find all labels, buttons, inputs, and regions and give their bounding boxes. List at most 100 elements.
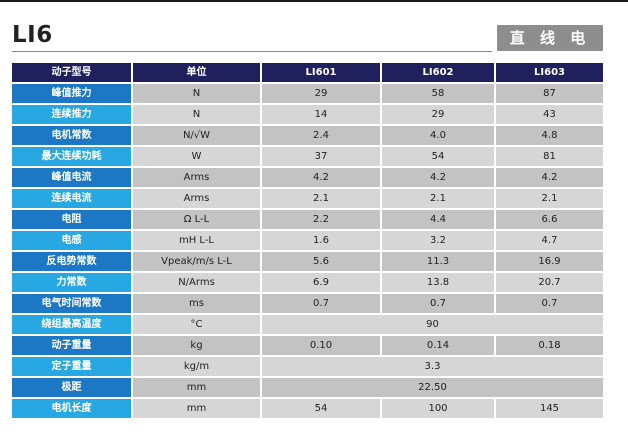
value-cell-li603: 0.18 — [496, 336, 603, 355]
row-label: 极距 — [12, 378, 131, 397]
column-header-li602: LI602 — [382, 63, 494, 82]
value-cell-li602: 54 — [382, 147, 494, 166]
table-row: 电机常数 N/√W 2.4 4.0 4.8 — [12, 126, 603, 145]
row-label: 电气时间常数 — [12, 294, 131, 313]
table-header-row: 动子型号 单位 LI601 LI602 LI603 — [12, 63, 603, 82]
value-cell-li601: 1.6 — [262, 231, 380, 250]
row-label: 力常数 — [12, 273, 131, 292]
value-cell-li603: 4.7 — [496, 231, 603, 250]
value-cell-li603: 81 — [496, 147, 603, 166]
merged-value-cell: 90 — [262, 315, 603, 334]
unit-cell: N/Arms — [133, 273, 260, 292]
table-row: 最大连续功耗 W 37 54 81 — [12, 147, 603, 166]
value-cell-li601: 2.2 — [262, 210, 380, 229]
unit-cell: ms — [133, 294, 260, 313]
unit-cell: mm — [133, 399, 260, 418]
merged-value-cell: 22.50 — [262, 378, 603, 397]
value-cell-li602: 13.8 — [382, 273, 494, 292]
row-label: 绕组最高温度 — [12, 315, 131, 334]
row-label: 反电势常数 — [12, 252, 131, 271]
row-label: 连续电流 — [12, 189, 131, 208]
value-cell-li601: 2.1 — [262, 189, 380, 208]
value-cell-li603: 4.8 — [496, 126, 603, 145]
unit-cell: mH L-L — [133, 231, 260, 250]
row-label: 电阻 — [12, 210, 131, 229]
unit-cell: Vpeak/m/s L-L — [133, 252, 260, 271]
value-cell-li602: 100 — [382, 399, 494, 418]
row-label: 峰值电流 — [12, 168, 131, 187]
value-cell-li603: 145 — [496, 399, 603, 418]
row-label: 电感 — [12, 231, 131, 250]
spec-table: 动子型号 单位 LI601 LI602 LI603 峰值推力 N 29 58 87 连续推… — [12, 63, 603, 420]
value-cell-li601: 37 — [262, 147, 380, 166]
table-row: 电机长度 mm 54 100 145 — [12, 399, 603, 418]
column-header-unit: 单位 — [133, 63, 260, 82]
value-cell-li603: 4.2 — [496, 168, 603, 187]
table-row: 定子重量 kg/m 3.3 — [12, 357, 603, 376]
value-cell-li602: 4.2 — [382, 168, 494, 187]
value-cell-li603: 0.7 — [496, 294, 603, 313]
table-row: 动子重量 kg 0.10 0.14 0.18 — [12, 336, 603, 355]
table-row: 反电势常数 Vpeak/m/s L-L 5.6 11.3 16.9 — [12, 252, 603, 271]
value-cell-li602: 2.1 — [382, 189, 494, 208]
row-label: 连续推力 — [12, 105, 131, 124]
value-cell-li603: 87 — [496, 84, 603, 103]
table-row: 极距 mm 22.50 — [12, 378, 603, 397]
table-row: 峰值推力 N 29 58 87 — [12, 84, 603, 103]
top-rule — [0, 0, 628, 2]
value-cell-li603: 43 — [496, 105, 603, 124]
unit-cell: °C — [133, 315, 260, 334]
unit-cell: N — [133, 84, 260, 103]
table-row: 电阻 Ω L-L 2.2 4.4 6.6 — [12, 210, 603, 229]
value-cell-li603: 16.9 — [496, 252, 603, 271]
value-cell-li601: 0.7 — [262, 294, 380, 313]
table-row: 连续推力 N 14 29 43 — [12, 105, 603, 124]
table-row: 电感 mH L-L 1.6 3.2 4.7 — [12, 231, 603, 250]
value-cell-li601: 6.9 — [262, 273, 380, 292]
unit-cell: kg/m — [133, 357, 260, 376]
table-row: 力常数 N/Arms 6.9 13.8 20.7 — [12, 273, 603, 292]
table-row: 连续电流 Arms 2.1 2.1 2.1 — [12, 189, 603, 208]
row-label: 峰值推力 — [12, 84, 131, 103]
unit-cell: kg — [133, 336, 260, 355]
value-cell-li601: 2.4 — [262, 126, 380, 145]
value-cell-li602: 58 — [382, 84, 494, 103]
column-header-li603: LI603 — [496, 63, 603, 82]
category-badge: 直 线 电 机 — [497, 25, 603, 73]
value-cell-li601: 54 — [262, 399, 380, 418]
unit-cell: Arms — [133, 168, 260, 187]
value-cell-li602: 11.3 — [382, 252, 494, 271]
value-cell-li602: 0.7 — [382, 294, 494, 313]
column-header-model: 动子型号 — [12, 63, 131, 82]
value-cell-li603: 20.7 — [496, 273, 603, 292]
value-cell-li603: 6.6 — [496, 210, 603, 229]
value-cell-li601: 29 — [262, 84, 380, 103]
value-cell-li602: 4.4 — [382, 210, 494, 229]
unit-cell: Ω L-L — [133, 210, 260, 229]
value-cell-li603: 2.1 — [496, 189, 603, 208]
unit-cell: N/√W — [133, 126, 260, 145]
page-title: LI6 — [12, 22, 53, 48]
column-header-li601: LI601 — [262, 63, 380, 82]
value-cell-li602: 0.14 — [382, 336, 494, 355]
table-body: 峰值推力 N 29 58 87 连续推力 N 14 29 43 电机常数 N/√W 2.4 4.0 4.8 最… — [12, 84, 603, 418]
row-label: 最大连续功耗 — [12, 147, 131, 166]
value-cell-li601: 4.2 — [262, 168, 380, 187]
row-label: 动子重量 — [12, 336, 131, 355]
unit-cell: W — [133, 147, 260, 166]
unit-cell: N — [133, 105, 260, 124]
value-cell-li601: 14 — [262, 105, 380, 124]
value-cell-li601: 0.10 — [262, 336, 380, 355]
value-cell-li602: 3.2 — [382, 231, 494, 250]
table-row: 电气时间常数 ms 0.7 0.7 0.7 — [12, 294, 603, 313]
value-cell-li601: 5.6 — [262, 252, 380, 271]
table-row: 绕组最高温度 °C 90 — [12, 315, 603, 334]
unit-cell: mm — [133, 378, 260, 397]
row-label: 定子重量 — [12, 357, 131, 376]
value-cell-li602: 29 — [382, 105, 494, 124]
value-cell-li602: 4.0 — [382, 126, 494, 145]
title-divider — [12, 51, 492, 52]
row-label: 电机常数 — [12, 126, 131, 145]
row-label: 电机长度 — [12, 399, 131, 418]
table-row: 峰值电流 Arms 4.2 4.2 4.2 — [12, 168, 603, 187]
